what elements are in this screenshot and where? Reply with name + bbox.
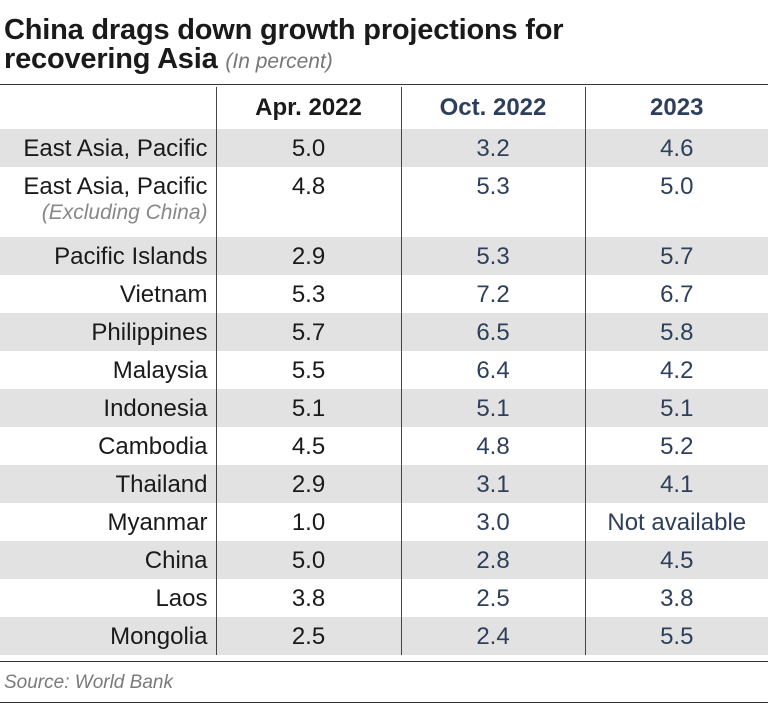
row-label-cell: Pacific Islands	[0, 237, 216, 275]
header-rule	[0, 84, 768, 85]
table-row: Laos 3.8 2.5 3.8	[0, 579, 768, 617]
country-label: East Asia, Pacific	[23, 135, 208, 162]
country-label: Mongolia	[110, 623, 208, 650]
forecast-2023-value: 5.1	[584, 389, 768, 427]
forecast-2023-value: 4.2	[584, 351, 768, 389]
oct-2022-value: 3.0	[400, 503, 585, 541]
forecast-2023-value: 5.8	[584, 313, 768, 351]
table-row: East Asia, Pacific (Excluding China) 4.8 5.…	[0, 167, 768, 237]
row-label-cell: Malaysia	[0, 351, 216, 389]
oct-2022-value: 3.1	[400, 465, 585, 503]
title-line-1: China drags down growth projections for	[4, 14, 564, 46]
apr-2022-value: 1.0	[215, 503, 401, 541]
row-label-cell: China	[0, 541, 216, 579]
apr-2022-value: 3.8	[215, 579, 401, 617]
table-body: East Asia, Pacific 5.0 3.2 4.6 East Asia, Pa…	[0, 129, 768, 655]
forecast-2023-value: 5.5	[584, 617, 768, 655]
country-label: Pacific Islands	[54, 243, 208, 270]
country-label: Laos	[155, 585, 208, 612]
oct-2022-value: 6.5	[400, 313, 585, 351]
title-line-2-text: recovering Asia	[4, 43, 218, 75]
oct-2022-value: 6.4	[400, 351, 585, 389]
row-label-cell: East Asia, Pacific	[0, 129, 216, 167]
subtitle: (In percent)	[225, 50, 333, 73]
oct-2022-value: 5.3	[400, 167, 585, 237]
forecast-2023-value: 6.7	[584, 275, 768, 313]
row-label-cell: Indonesia	[0, 389, 216, 427]
country-label: Cambodia	[98, 433, 208, 460]
table-row: Mongolia 2.5 2.4 5.5	[0, 617, 768, 655]
oct-2022-value: 5.1	[400, 389, 585, 427]
country-label: Myanmar	[107, 509, 208, 536]
row-label-cell: Cambodia	[0, 427, 216, 465]
apr-2022-value: 5.3	[215, 275, 401, 313]
oct-2022-value: 5.3	[400, 237, 585, 275]
title-line-2: recovering Asia (In percent)	[4, 45, 764, 76]
apr-2022-value: 5.7	[215, 313, 401, 351]
forecast-2023-value: 4.1	[584, 465, 768, 503]
forecast-2023-value: 5.0	[584, 167, 768, 237]
source-note: Source: World Bank	[4, 672, 173, 693]
forecast-2023-value: 5.2	[584, 427, 768, 465]
country-label: East Asia, Pacific	[23, 173, 208, 200]
table-row: Indonesia 5.1 5.1 5.1	[0, 389, 768, 427]
table-row: Vietnam 5.3 7.2 6.7	[0, 275, 768, 313]
row-label-cell: Vietnam	[0, 275, 216, 313]
forecast-2023-value: 3.8	[584, 579, 768, 617]
footer-rule	[0, 661, 768, 662]
table-row: East Asia, Pacific 5.0 3.2 4.6	[0, 129, 768, 167]
forecast-2023-value: Not available	[584, 503, 768, 541]
oct-2022-value: 2.4	[400, 617, 585, 655]
apr-2022-value: 5.5	[215, 351, 401, 389]
table-row: Pacific Islands 2.9 5.3 5.7	[0, 237, 768, 275]
apr-2022-value: 4.5	[215, 427, 401, 465]
oct-2022-value: 2.8	[400, 541, 585, 579]
country-label: Thailand	[115, 471, 208, 498]
country-label: Vietnam	[119, 281, 208, 308]
apr-2022-value: 4.8	[215, 167, 401, 237]
table-row: Malaysia 5.5 6.4 4.2	[0, 351, 768, 389]
forecast-2023-value: 4.6	[584, 129, 768, 167]
forecast-2023-value: 5.7	[584, 237, 768, 275]
row-label-cell: Laos	[0, 579, 216, 617]
row-label-cell: Philippines	[0, 313, 216, 351]
header-apr-2022: Apr. 2022	[215, 87, 401, 129]
row-label-cell: Myanmar	[0, 503, 216, 541]
row-label-cell: Thailand	[0, 465, 216, 503]
growth-table: Apr. 2022 Oct. 2022 2023 East Asia, Paci…	[0, 87, 768, 655]
oct-2022-value: 2.5	[400, 579, 585, 617]
apr-2022-value: 2.9	[215, 237, 401, 275]
country-label: China	[144, 547, 208, 574]
table-row: Philippines 5.7 6.5 5.8	[0, 313, 768, 351]
header-oct-2022: Oct. 2022	[400, 87, 585, 129]
header-row: Apr. 2022 Oct. 2022 2023	[0, 87, 768, 129]
header-blank	[0, 87, 216, 129]
country-label: Indonesia	[103, 395, 208, 422]
table-row: China 5.0 2.8 4.5	[0, 541, 768, 579]
apr-2022-value: 5.0	[215, 129, 401, 167]
apr-2022-value: 2.9	[215, 465, 401, 503]
apr-2022-value: 2.5	[215, 617, 401, 655]
apr-2022-value: 5.0	[215, 541, 401, 579]
row-label-cell: East Asia, Pacific (Excluding China)	[0, 167, 216, 237]
country-label: Malaysia	[112, 357, 208, 384]
oct-2022-value: 3.2	[400, 129, 585, 167]
country-note: (Excluding China)	[41, 201, 208, 224]
table-row: Myanmar 1.0 3.0 Not available	[0, 503, 768, 541]
country-label: Philippines	[91, 319, 208, 346]
apr-2022-value: 5.1	[215, 389, 401, 427]
oct-2022-value: 7.2	[400, 275, 585, 313]
header-2023: 2023	[584, 87, 768, 129]
chart-title: China drags down growth projections for …	[4, 16, 764, 76]
table-row: Cambodia 4.5 4.8 5.2	[0, 427, 768, 465]
oct-2022-value: 4.8	[400, 427, 585, 465]
table-row: Thailand 2.9 3.1 4.1	[0, 465, 768, 503]
forecast-2023-value: 4.5	[584, 541, 768, 579]
row-label-cell: Mongolia	[0, 617, 216, 655]
bottom-rule	[0, 702, 768, 703]
